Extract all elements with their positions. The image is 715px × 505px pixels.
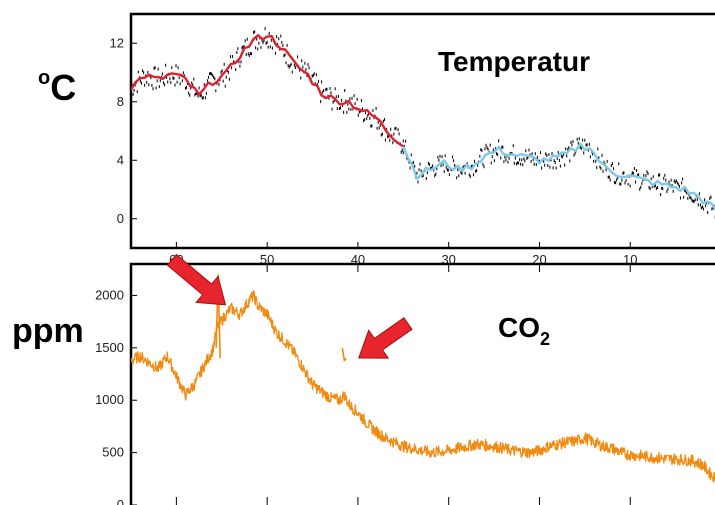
temperature-raw-data <box>402 137 715 219</box>
co2-spike <box>341 347 347 363</box>
arrow-to-second-spike <box>358 317 413 359</box>
co2-title: CO2 <box>498 312 550 349</box>
co2-title-subscript: 2 <box>540 329 550 349</box>
temperature-line-blue <box>402 142 715 212</box>
co2-plot-frame <box>129 262 715 505</box>
temperature-y-tick-label: 12 <box>110 35 124 50</box>
co2-y-tick-label: 1500 <box>95 340 124 355</box>
temperature-y-tick-label: 4 <box>117 152 124 167</box>
temperature-line-red <box>131 34 404 148</box>
co2-annotation-arrows <box>166 253 413 359</box>
temperature-y-tick-label: 8 <box>117 94 124 109</box>
ppm-unit-label: ppm <box>12 312 84 350</box>
temperature-raw-data <box>131 27 404 155</box>
co2-y-tick-label: 0 <box>117 497 124 505</box>
co2-panel: 0 500 1000 1500 2000 CO2 ppm <box>12 253 715 505</box>
co2-y-tick-label: 1000 <box>95 392 124 407</box>
arrow-to-first-spike <box>166 253 227 306</box>
temperature-y-ticks: 0 4 8 12 <box>110 35 137 226</box>
temperature-title: Temperatur <box>438 46 590 77</box>
temperature-y-tick-label: 0 <box>117 211 124 226</box>
co2-line <box>131 290 715 483</box>
co2-spike <box>215 274 221 359</box>
co2-y-tick-label: 500 <box>102 445 124 460</box>
celsius-unit: C <box>50 67 76 108</box>
co2-title-main: CO <box>498 312 540 343</box>
degree-sign: o <box>38 67 50 89</box>
co2-y-tick-label: 2000 <box>95 287 124 302</box>
co2-y-ticks: 0 500 1000 1500 2000 <box>95 287 137 505</box>
temperature-plot-frame <box>129 12 715 250</box>
temperature-unit-label: oC <box>38 67 76 108</box>
